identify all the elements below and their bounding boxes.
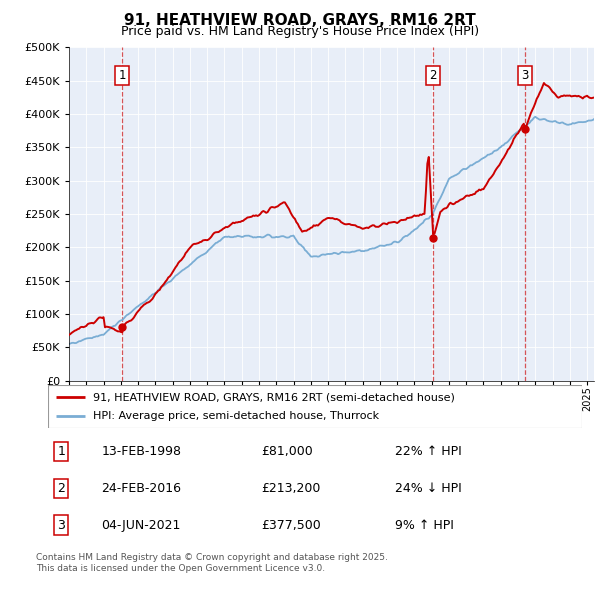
Text: £213,200: £213,200 — [262, 481, 321, 495]
FancyBboxPatch shape — [48, 385, 582, 428]
Text: 3: 3 — [521, 69, 529, 82]
Text: 24% ↓ HPI: 24% ↓ HPI — [395, 481, 462, 495]
Text: HPI: Average price, semi-detached house, Thurrock: HPI: Average price, semi-detached house,… — [94, 411, 380, 421]
Text: 91, HEATHVIEW ROAD, GRAYS, RM16 2RT: 91, HEATHVIEW ROAD, GRAYS, RM16 2RT — [124, 13, 476, 28]
Text: 2: 2 — [430, 69, 437, 82]
Text: 04-JUN-2021: 04-JUN-2021 — [101, 519, 181, 532]
Text: £81,000: £81,000 — [262, 445, 313, 458]
Text: 3: 3 — [58, 519, 65, 532]
Text: Price paid vs. HM Land Registry's House Price Index (HPI): Price paid vs. HM Land Registry's House … — [121, 25, 479, 38]
Text: 2: 2 — [58, 481, 65, 495]
Text: 13-FEB-1998: 13-FEB-1998 — [101, 445, 181, 458]
Text: 9% ↑ HPI: 9% ↑ HPI — [395, 519, 454, 532]
Text: 24-FEB-2016: 24-FEB-2016 — [101, 481, 181, 495]
Text: 22% ↑ HPI: 22% ↑ HPI — [395, 445, 462, 458]
Text: 1: 1 — [58, 445, 65, 458]
Text: 1: 1 — [118, 69, 126, 82]
Text: Contains HM Land Registry data © Crown copyright and database right 2025.
This d: Contains HM Land Registry data © Crown c… — [36, 553, 388, 573]
Text: £377,500: £377,500 — [262, 519, 322, 532]
Text: 91, HEATHVIEW ROAD, GRAYS, RM16 2RT (semi-detached house): 91, HEATHVIEW ROAD, GRAYS, RM16 2RT (sem… — [94, 392, 455, 402]
